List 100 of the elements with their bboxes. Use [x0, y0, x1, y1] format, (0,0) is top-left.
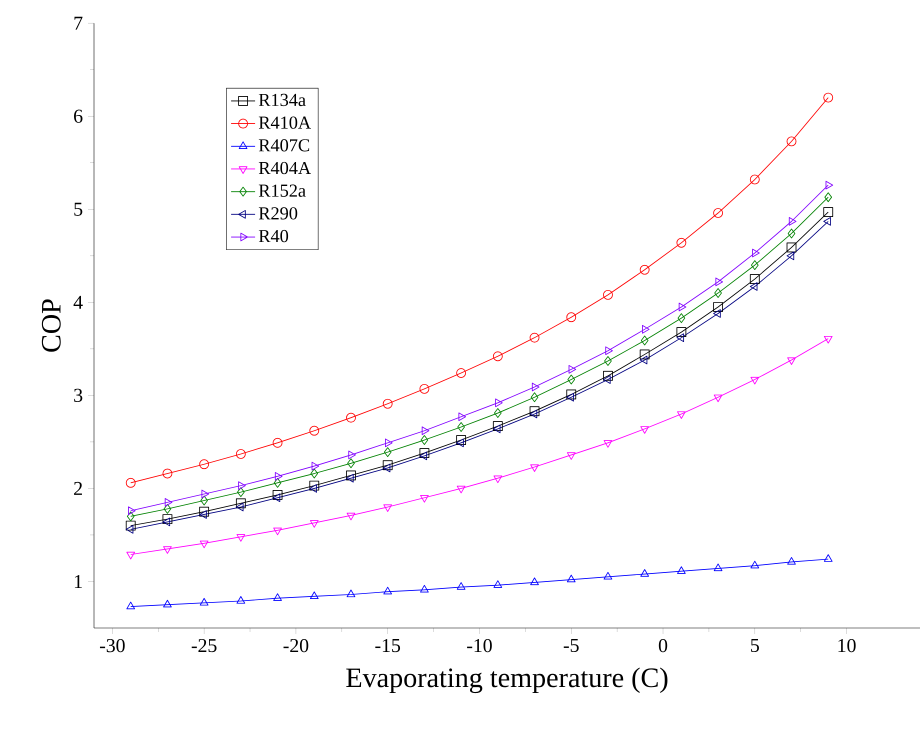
point	[384, 447, 392, 457]
point	[237, 487, 245, 497]
point	[787, 357, 796, 365]
point	[201, 490, 210, 498]
point	[456, 368, 466, 378]
legend-label: R40	[258, 230, 288, 242]
point	[788, 228, 796, 238]
point	[162, 514, 172, 524]
point	[786, 136, 796, 146]
point	[603, 375, 611, 384]
point	[677, 411, 686, 419]
point	[420, 494, 429, 503]
point	[492, 421, 503, 431]
point	[566, 452, 576, 460]
point	[309, 480, 320, 490]
point	[568, 364, 576, 374]
point	[163, 600, 172, 608]
point	[530, 332, 540, 343]
point	[273, 593, 282, 601]
point	[272, 493, 280, 502]
point	[164, 504, 172, 514]
point	[274, 478, 282, 488]
point	[420, 584, 429, 592]
point	[824, 554, 833, 562]
point	[200, 598, 208, 606]
point	[826, 180, 834, 190]
point	[236, 502, 244, 512]
x-axis-title: Evaporating temperature (C)	[346, 667, 668, 693]
point	[420, 435, 428, 445]
point	[163, 546, 172, 554]
x-tick-label: -20	[284, 638, 308, 652]
legend-label: R404A	[258, 162, 311, 174]
y-tick-label: 6	[74, 110, 82, 123]
point	[823, 92, 834, 102]
legend-label: R290	[258, 207, 298, 220]
point	[346, 589, 356, 598]
x-tick-label: -15	[375, 638, 400, 652]
point	[162, 468, 172, 478]
point	[274, 472, 282, 481]
y-tick-label: 4	[74, 296, 83, 309]
point	[750, 376, 760, 384]
point	[530, 410, 538, 418]
point	[309, 484, 317, 493]
point	[456, 486, 466, 494]
point	[456, 435, 466, 445]
point	[164, 498, 172, 507]
point	[605, 346, 613, 355]
point	[273, 528, 282, 536]
point	[604, 572, 612, 580]
point	[199, 510, 207, 519]
point	[419, 448, 430, 458]
point	[786, 242, 796, 252]
point	[640, 426, 649, 434]
point	[238, 481, 246, 490]
point	[676, 327, 686, 337]
point	[714, 394, 722, 402]
point	[824, 336, 833, 344]
point	[714, 563, 722, 572]
point	[713, 208, 724, 218]
point	[530, 406, 540, 416]
x-tick-label: -5	[564, 638, 579, 652]
point	[566, 312, 576, 322]
point	[494, 475, 502, 484]
point	[530, 464, 539, 472]
legend-label: R407C	[258, 139, 310, 152]
point	[346, 470, 356, 480]
point	[532, 382, 540, 392]
point	[128, 506, 136, 515]
point	[346, 512, 356, 520]
x-tick-label: 5	[751, 638, 759, 652]
point	[272, 490, 282, 500]
point	[640, 335, 648, 346]
point	[750, 274, 760, 284]
point	[824, 192, 832, 202]
x-tick-label: -10	[467, 638, 492, 652]
point	[346, 412, 356, 423]
legend-label: R152a	[258, 184, 306, 197]
point	[788, 216, 796, 226]
point	[458, 412, 466, 421]
point	[419, 451, 428, 460]
point	[494, 580, 502, 588]
point	[750, 282, 758, 291]
legend-label: R410A	[258, 116, 311, 129]
y-axis-title: COP	[42, 299, 61, 352]
point	[382, 464, 390, 472]
point	[752, 248, 760, 258]
point	[603, 370, 613, 381]
x-tick-label: -30	[100, 638, 125, 652]
point	[492, 424, 500, 434]
point	[530, 577, 539, 585]
point	[603, 290, 613, 300]
point	[640, 349, 650, 360]
point	[236, 498, 246, 508]
point	[346, 474, 354, 482]
y-tick-label: 1	[74, 574, 82, 588]
point	[567, 374, 576, 384]
point	[382, 398, 393, 409]
point	[200, 540, 208, 548]
point	[715, 277, 724, 286]
legend-label: R134a	[258, 94, 306, 106]
